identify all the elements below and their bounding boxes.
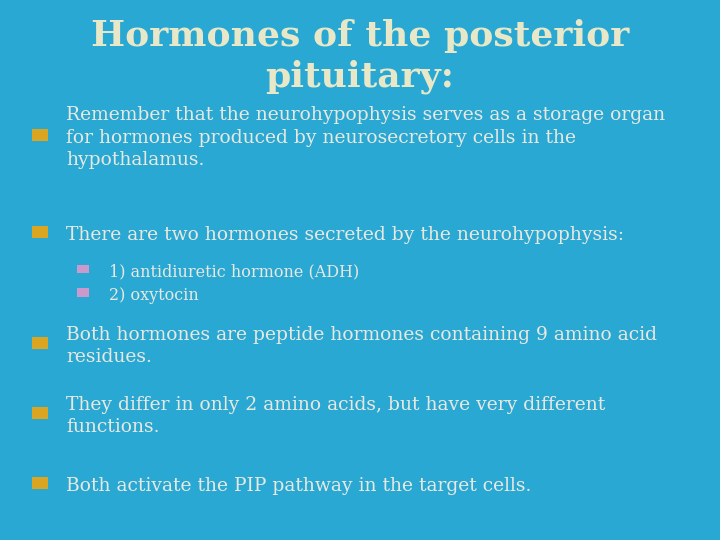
Text: Both activate the PIP pathway in the target cells.: Both activate the PIP pathway in the tar… [66,477,531,495]
Text: Both hormones are peptide hormones containing 9 amino acid
residues.: Both hormones are peptide hormones conta… [66,326,657,366]
FancyBboxPatch shape [32,337,48,349]
FancyBboxPatch shape [32,226,48,238]
Text: 2) oxytocin: 2) oxytocin [109,287,199,304]
Text: 1) antidiuretic hormone (ADH): 1) antidiuretic hormone (ADH) [109,263,360,280]
FancyBboxPatch shape [77,265,89,273]
FancyBboxPatch shape [32,407,48,419]
FancyBboxPatch shape [32,477,48,489]
Text: Remember that the neurohypophysis serves as a storage organ
for hormones produce: Remember that the neurohypophysis serves… [66,106,665,169]
Text: There are two hormones secreted by the neurohypophysis:: There are two hormones secreted by the n… [66,226,624,244]
Text: They differ in only 2 amino acids, but have very different
functions.: They differ in only 2 amino acids, but h… [66,396,606,436]
FancyBboxPatch shape [77,288,89,297]
FancyBboxPatch shape [32,129,48,141]
Text: Hormones of the posterior
pituitary:: Hormones of the posterior pituitary: [91,19,629,94]
